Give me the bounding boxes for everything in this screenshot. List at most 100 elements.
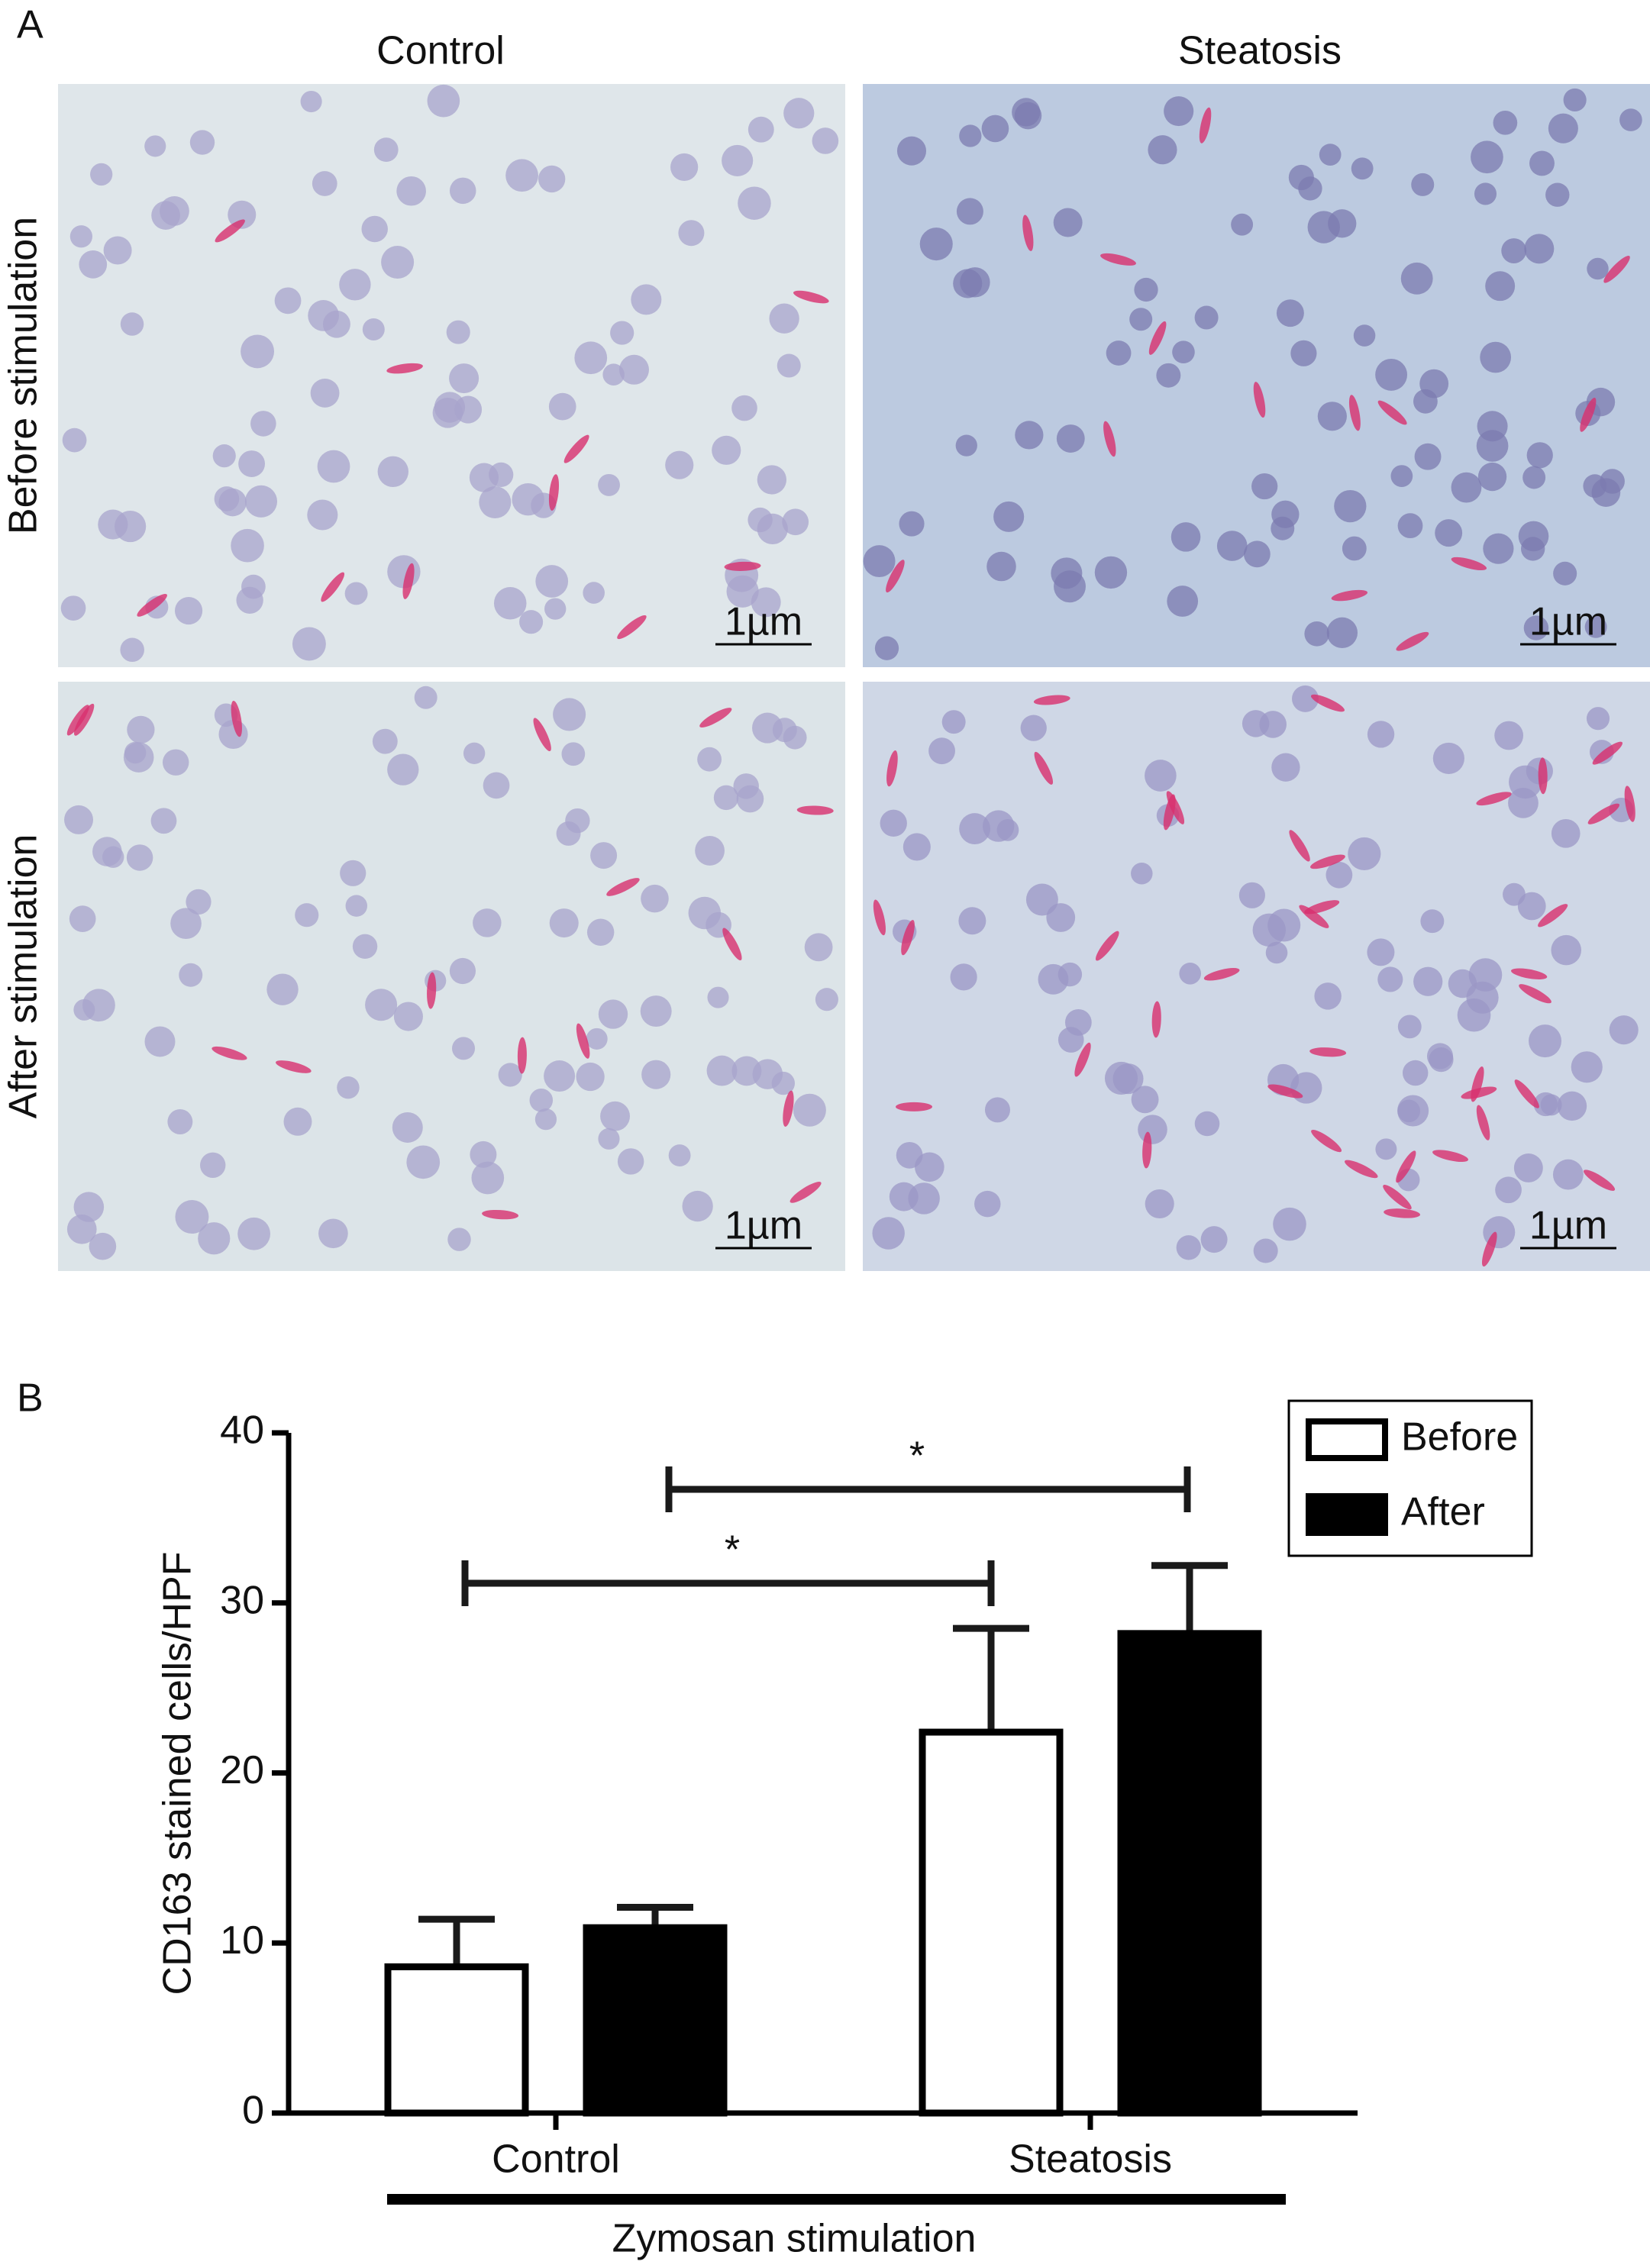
nucleus [641,884,669,913]
nucleus [244,485,278,518]
nucleus [1353,324,1376,347]
stained-cell [1432,1150,1468,1163]
significance-star: * [909,1434,925,1479]
nucleus [1377,966,1403,992]
nucleus [317,450,350,483]
nucleus [449,177,476,205]
nucleus [381,245,415,279]
nucleus [1328,209,1357,238]
nucleus [1020,715,1047,741]
nucleus [127,715,155,744]
stained-cell [724,561,761,571]
nucleus [1145,760,1177,792]
nucleus [66,1214,97,1244]
nucleus [1509,765,1542,799]
nucleus [179,963,203,987]
nucleus [479,486,512,519]
nucleus [959,124,982,147]
stained-cell [1583,1169,1616,1191]
nucleus [250,411,276,437]
nucleus [1584,615,1607,638]
nucleus [986,551,1016,582]
nucleus [1170,522,1201,552]
nucleus [1342,536,1367,561]
nucleus [1571,1051,1603,1083]
scale-bar-label: 1µm [725,1204,802,1248]
stained-cell [1310,854,1345,869]
nucleus [447,1228,471,1251]
y-tick-label: 30 [220,1578,264,1622]
nucleus [493,587,527,620]
nucleus [738,186,771,220]
nucleus [1292,685,1319,712]
nucleus [1148,135,1177,165]
stained-cell [1151,1001,1161,1038]
stained-cell [783,1090,794,1127]
stained-cell [1166,791,1185,824]
stained-cell [699,708,732,728]
micrographs: 1µm 1µm 1µm 1µm [58,84,1650,1271]
nucleus [812,127,839,154]
nucleus [618,354,649,385]
stained-cell [576,1023,590,1059]
nucleus [1521,537,1545,561]
nucleus [600,1101,630,1131]
nucleus [1540,1094,1562,1116]
nucleus [1290,340,1317,366]
nucleus [561,742,586,766]
nucleus [688,896,722,930]
nucleus [186,889,211,915]
stained-cell [617,615,647,640]
nucleus [60,595,86,621]
nucleus [1172,340,1195,364]
nucleus [337,1076,360,1099]
stained-cell [1461,1086,1497,1099]
nucleus [307,499,338,531]
nucleus [175,1200,209,1234]
stained-cell [1022,215,1034,251]
stained-cell [1396,1150,1416,1183]
nucleus [1400,262,1433,295]
nucleus [312,171,337,196]
nucleus [549,908,579,938]
nucleus [1553,561,1577,586]
nucleus [463,742,486,765]
nucleus [880,809,907,837]
nucleus [1426,1043,1454,1069]
nucleus [1348,837,1381,871]
x-tick-label: Steatosis [1009,2137,1172,2182]
nucleus [1131,863,1153,885]
nucleus [471,1161,505,1195]
nucleus [1025,883,1058,916]
stained-cell [1033,695,1070,705]
stained-cell [873,899,886,936]
nucleus [919,227,953,261]
nucleus [1265,941,1288,964]
nucleus [1609,1015,1639,1045]
bar [919,1728,1064,2117]
stained-cell [386,363,423,374]
nucleus [782,508,809,536]
nucleus [373,137,399,163]
nucleus [1435,519,1463,547]
nucleus [1451,472,1482,503]
nucleus [241,334,275,369]
legend-label: Before [1401,1415,1518,1460]
nucleus [322,310,350,338]
nucleus [1057,962,1083,987]
stained-cell [1309,1047,1347,1057]
nucleus [583,582,605,604]
nucleus [1545,182,1570,207]
stained-cell [722,928,742,961]
y-tick-label: 10 [220,1918,264,1963]
nucleus [928,737,955,765]
nucleus [751,587,781,618]
nucleus [449,957,476,985]
nucleus [237,1217,271,1250]
nucleus [1351,157,1374,180]
nucleus [1397,513,1423,539]
nucleus [670,153,699,182]
nucleus [736,785,764,813]
nucleus [697,747,722,772]
nucleus [959,813,991,845]
